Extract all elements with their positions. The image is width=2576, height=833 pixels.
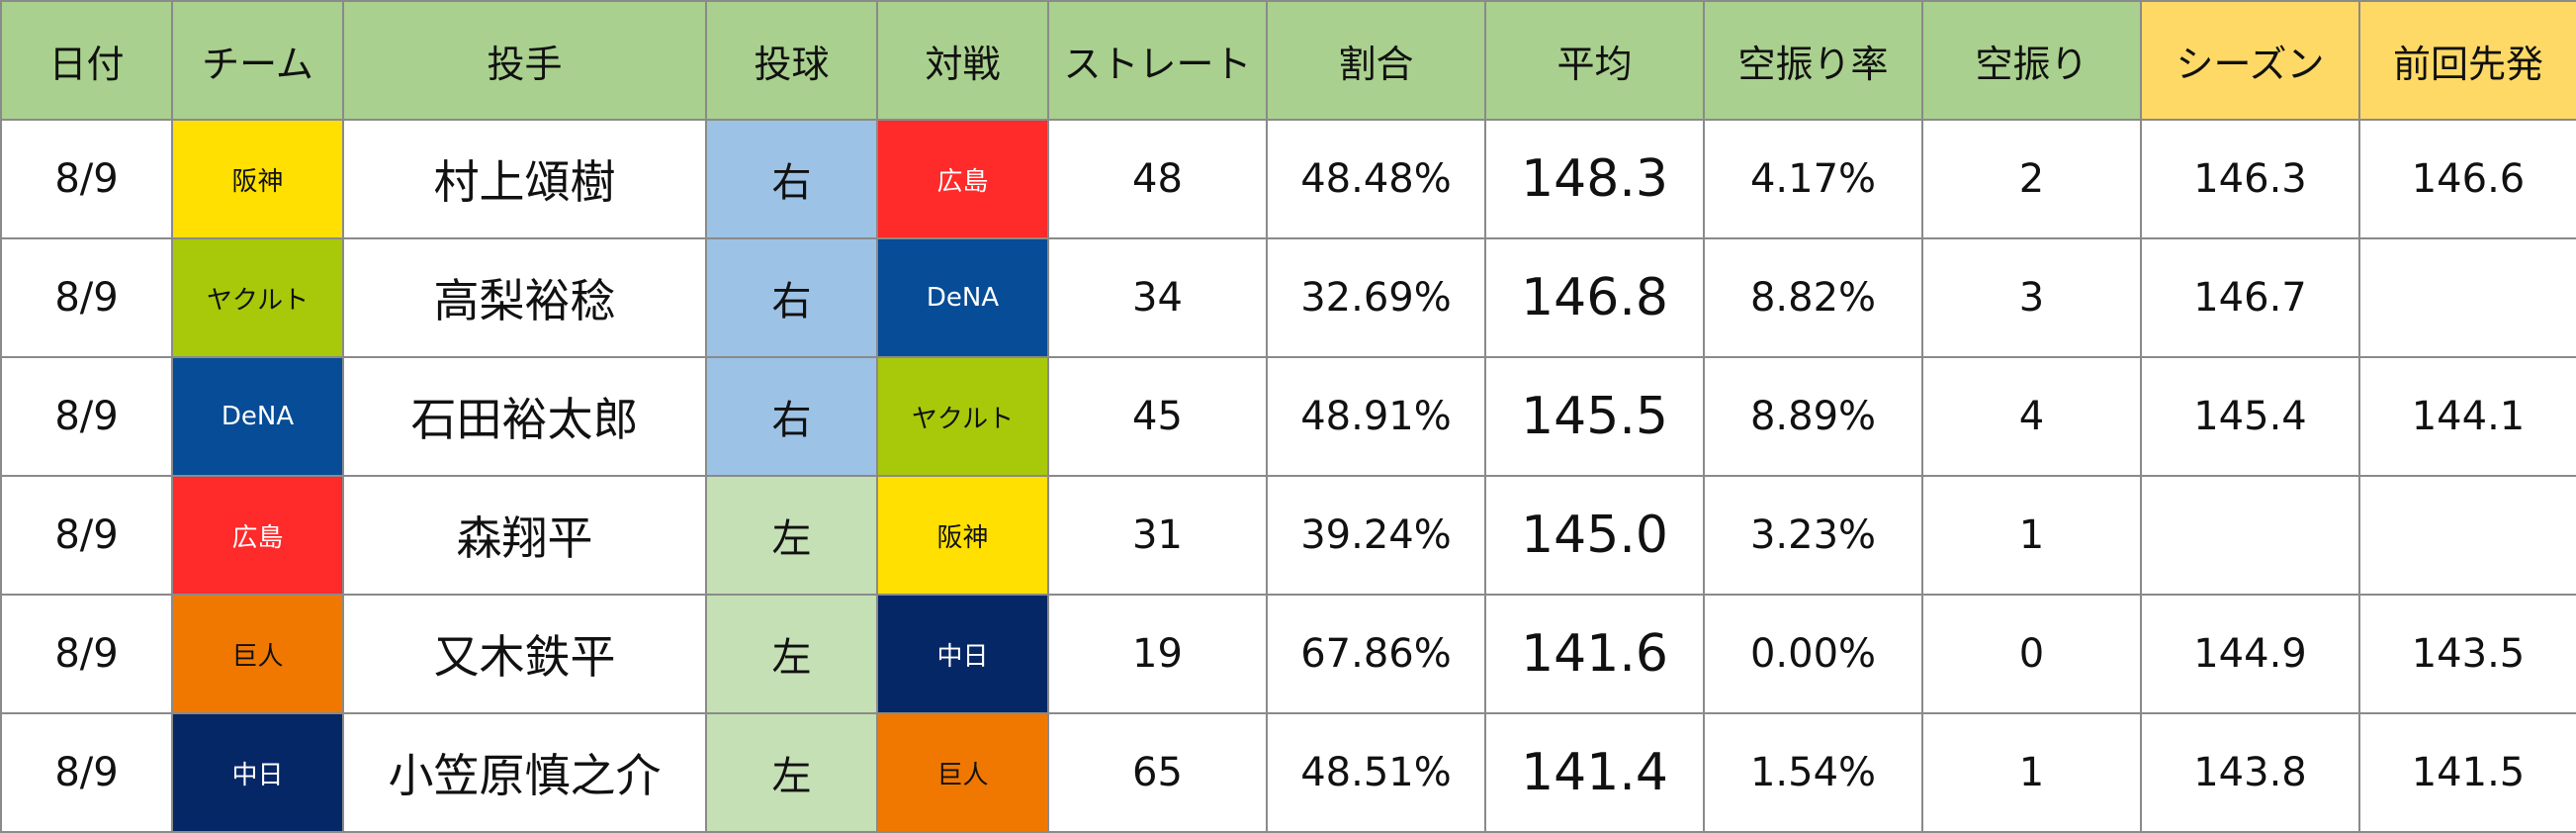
season-average-cell: 144.9	[2140, 594, 2360, 714]
whiffs-cell: 1	[1921, 475, 2142, 596]
average-speed-cell: 141.4	[1484, 712, 1705, 833]
header-season: シーズン	[2140, 0, 2360, 121]
header-whiff-rate: 空振り率	[1703, 0, 1923, 121]
header-opponent: 対戦	[876, 0, 1049, 121]
team-cell: 中日	[171, 712, 344, 833]
season-average-cell: 146.3	[2140, 119, 2360, 239]
hand-cell: 左	[705, 475, 878, 596]
straight-count-cell: 19	[1047, 594, 1268, 714]
straight-count-cell: 45	[1047, 356, 1268, 477]
table-row: 8/9 広島 森翔平左阪神 31 39.24% 145.0 3.23% 1	[0, 475, 2576, 596]
opponent-cell: 阪神	[876, 475, 1049, 596]
whiff-rate-cell: 8.89%	[1703, 356, 1923, 477]
header-ratio: 割合	[1266, 0, 1486, 121]
pitcher-cell: 小笠原慎之介	[342, 712, 707, 833]
straight-count-cell: 65	[1047, 712, 1268, 833]
whiff-rate-cell: 4.17%	[1703, 119, 1923, 239]
hand-cell: 右	[705, 119, 878, 239]
ratio-cell: 48.91%	[1266, 356, 1486, 477]
table-row: 8/9 巨人 又木鉄平左中日 19 67.86% 141.6 0.00% 0 144.9 143.…	[0, 594, 2576, 714]
season-average-cell: 145.4	[2140, 356, 2360, 477]
header-average: 平均	[1484, 0, 1705, 121]
team-cell: DeNA	[171, 356, 344, 477]
pitcher-cell: 村上頌樹	[342, 119, 707, 239]
average-speed-cell: 145.5	[1484, 356, 1705, 477]
team-cell: 広島	[171, 475, 344, 596]
team-cell: 巨人	[171, 594, 344, 714]
header-row: 日付 チーム 投手 投球 対戦 ストレート 割合 平均 空振り率 空振り シーズ…	[0, 0, 2576, 121]
previous-start-cell: 143.5	[2358, 594, 2576, 714]
team-cell: 阪神	[171, 119, 344, 239]
date-cell: 8/9	[0, 119, 173, 239]
hand-cell: 右	[705, 237, 878, 358]
previous-start-cell: 146.6	[2358, 119, 2576, 239]
table-row: 8/9 ヤクルト 高梨裕稔右 DeNA 34 32.69% 146.8 8.82% 3 146.7	[0, 237, 2576, 358]
date-cell: 8/9	[0, 594, 173, 714]
average-speed-cell: 141.6	[1484, 594, 1705, 714]
hand-cell: 右	[705, 356, 878, 477]
date-cell: 8/9	[0, 356, 173, 477]
previous-start-cell: 144.1	[2358, 356, 2576, 477]
table-row: 8/9 中日 小笠原慎之介左巨人 65 48.51% 141.4 1.54% 1 143.8 14…	[0, 712, 2576, 833]
header-whiffs: 空振り	[1921, 0, 2142, 121]
ratio-cell: 48.48%	[1266, 119, 1486, 239]
previous-start-cell: 141.5	[2358, 712, 2576, 833]
hand-cell: 左	[705, 594, 878, 714]
header-pitcher: 投手	[342, 0, 707, 121]
opponent-cell: 巨人	[876, 712, 1049, 833]
pitcher-cell: 石田裕太郎	[342, 356, 707, 477]
table-body: 8/9 阪神 村上頌樹右広島 48 48.48% 148.3 4.17% 2 146.3 146.…	[0, 119, 2576, 833]
opponent-cell: DeNA	[876, 237, 1049, 358]
ratio-cell: 39.24%	[1266, 475, 1486, 596]
average-speed-cell: 146.8	[1484, 237, 1705, 358]
whiff-rate-cell: 8.82%	[1703, 237, 1923, 358]
opponent-cell: 広島	[876, 119, 1049, 239]
date-cell: 8/9	[0, 712, 173, 833]
pitcher-cell: 森翔平	[342, 475, 707, 596]
previous-start-cell	[2358, 237, 2576, 358]
whiffs-cell: 4	[1921, 356, 2142, 477]
whiffs-cell: 3	[1921, 237, 2142, 358]
header-straight: ストレート	[1047, 0, 1268, 121]
whiffs-cell: 2	[1921, 119, 2142, 239]
whiffs-cell: 0	[1921, 594, 2142, 714]
table-row: 8/9 DeNA 石田裕太郎右ヤクルト 45 48.91% 145.5 8.89% 4 145.…	[0, 356, 2576, 477]
team-cell: ヤクルト	[171, 237, 344, 358]
average-speed-cell: 148.3	[1484, 119, 1705, 239]
previous-start-cell	[2358, 475, 2576, 596]
date-cell: 8/9	[0, 475, 173, 596]
whiffs-cell: 1	[1921, 712, 2142, 833]
season-average-cell: 143.8	[2140, 712, 2360, 833]
straight-count-cell: 31	[1047, 475, 1268, 596]
header-previous-start: 前回先発	[2358, 0, 2576, 121]
opponent-cell: ヤクルト	[876, 356, 1049, 477]
hand-cell: 左	[705, 712, 878, 833]
season-average-cell: 146.7	[2140, 237, 2360, 358]
ratio-cell: 32.69%	[1266, 237, 1486, 358]
header-date: 日付	[0, 0, 173, 121]
whiff-rate-cell: 0.00%	[1703, 594, 1923, 714]
ratio-cell: 48.51%	[1266, 712, 1486, 833]
header-team: チーム	[171, 0, 344, 121]
table-row: 8/9 阪神 村上頌樹右広島 48 48.48% 148.3 4.17% 2 146.3 146.…	[0, 119, 2576, 239]
season-average-cell	[2140, 475, 2360, 596]
header-hand: 投球	[705, 0, 878, 121]
pitcher-cell: 高梨裕稔	[342, 237, 707, 358]
whiff-rate-cell: 1.54%	[1703, 712, 1923, 833]
pitcher-cell: 又木鉄平	[342, 594, 707, 714]
opponent-cell: 中日	[876, 594, 1049, 714]
straight-count-cell: 34	[1047, 237, 1268, 358]
average-speed-cell: 145.0	[1484, 475, 1705, 596]
straight-count-cell: 48	[1047, 119, 1268, 239]
whiff-rate-cell: 3.23%	[1703, 475, 1923, 596]
ratio-cell: 67.86%	[1266, 594, 1486, 714]
date-cell: 8/9	[0, 237, 173, 358]
